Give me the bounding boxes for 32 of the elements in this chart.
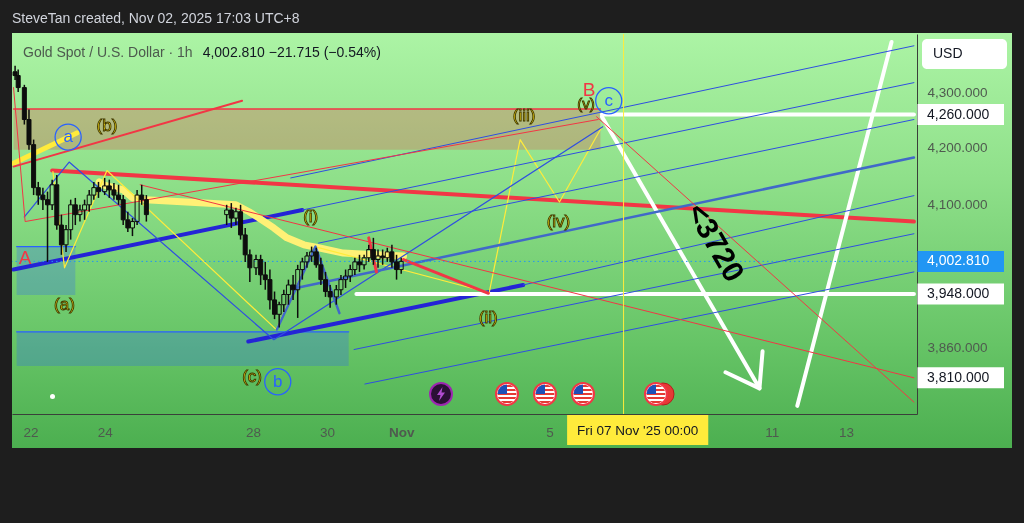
- y-tick-label: 4,300.000: [927, 85, 988, 100]
- annotation: (iv): [546, 211, 571, 231]
- y-tick-label: 4,100.000: [927, 197, 988, 213]
- annotation: (a): [54, 294, 75, 314]
- x-tick-label: Nov: [388, 424, 415, 440]
- annotation: (i): [303, 206, 319, 226]
- x-tick-label: 30: [320, 424, 336, 440]
- ref-line-label: Fri 07 Nov '25 00:00: [577, 423, 699, 438]
- x-tick-label: 11: [765, 424, 780, 440]
- annotation: (b): [96, 115, 118, 135]
- series-label: 4,260.000: [927, 105, 990, 122]
- text: 4,002.810 −21.715 (−0.54%): [202, 44, 381, 60]
- series-label: 3,810.000: [927, 368, 990, 385]
- x-tick-label: 24: [97, 424, 114, 440]
- series-label: 3,948.000: [927, 284, 990, 301]
- x-tick-label: 5: [546, 424, 554, 440]
- annotation: (iii): [512, 105, 536, 125]
- text: Gold Spot / U.S. Dollar · 1h: [23, 44, 193, 60]
- annotation: a: [63, 127, 74, 147]
- x-tick-label: 22: [23, 424, 39, 440]
- y-tick-label: 3,860.000: [927, 339, 988, 355]
- text: SteveTan created, Nov 02, 2025 17:03 UTC+8: [12, 10, 300, 27]
- annotation: b: [273, 371, 283, 391]
- annotation: (ii): [478, 307, 498, 327]
- x-tick-label: 28: [245, 424, 261, 440]
- annotation: A: [18, 246, 32, 268]
- annotation: (c): [242, 367, 262, 387]
- annotation: c: [604, 90, 614, 110]
- y-axis-title: USD: [933, 45, 963, 61]
- x-tick-label: 13: [838, 424, 854, 440]
- y-tick-label: 4,200.000: [927, 140, 988, 156]
- ref-line-label: 4,002.810: [927, 252, 990, 269]
